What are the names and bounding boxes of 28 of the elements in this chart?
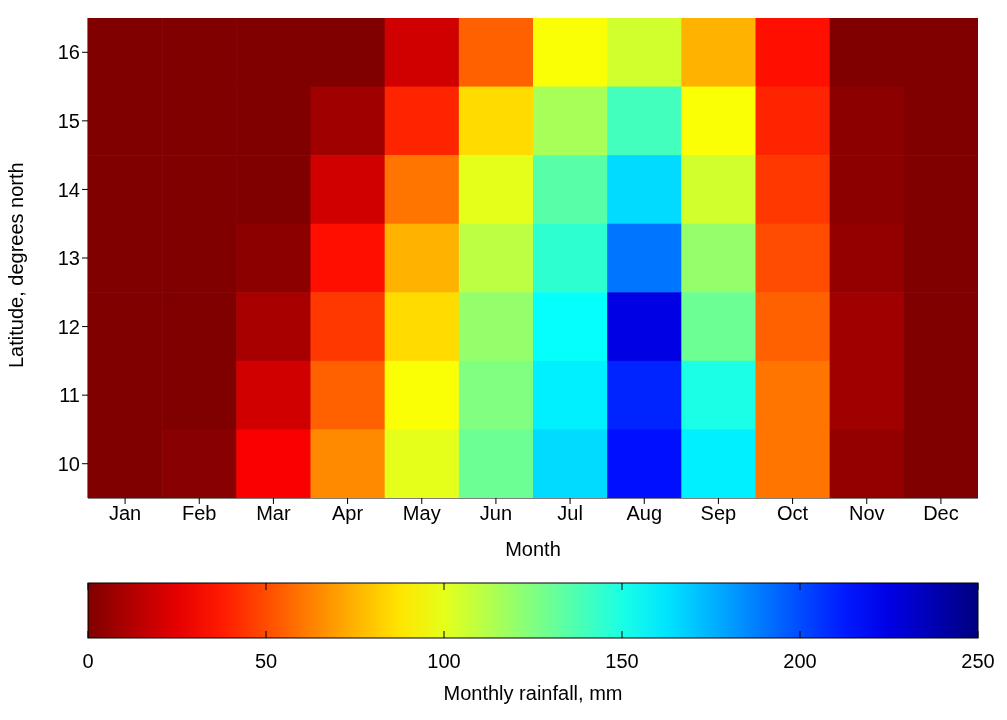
- x-tick-label: Jun: [479, 502, 513, 525]
- x-axis-title: Month: [505, 538, 561, 560]
- color-bar-label: 250: [961, 650, 995, 672]
- color-bar-label: 150: [605, 650, 639, 672]
- x-tick-label: Jan: [108, 502, 142, 525]
- x-tick-label: Sep: [700, 502, 737, 525]
- x-tick-label: Oct: [777, 502, 809, 525]
- x-tick-label: Feb: [182, 502, 217, 525]
- y-axis-title: Latitude, degrees north: [5, 162, 28, 368]
- x-tick-label: May: [402, 502, 441, 525]
- color-bar-label: 100: [427, 650, 461, 672]
- y-tick-label: 13: [57, 247, 80, 270]
- x-tick-label: Dec: [923, 502, 959, 525]
- y-tick-label: 16: [57, 41, 80, 64]
- x-tick-label: Nov: [848, 502, 885, 525]
- y-tick-label: 12: [57, 315, 80, 338]
- x-tick-label: Mar: [256, 502, 291, 525]
- color-bar-label: 0: [82, 650, 94, 672]
- x-tick-label: Jul: [557, 502, 583, 525]
- color-bar-label: 50: [254, 650, 278, 672]
- x-tick-label: Apr: [332, 502, 364, 525]
- color-bar-title: Monthly rainfall, mm: [443, 682, 623, 704]
- y-tick-label: 14: [57, 178, 80, 201]
- color-bar-label: 200: [783, 650, 817, 672]
- x-tick-label: Aug: [626, 502, 663, 525]
- y-tick-label: 15: [57, 109, 80, 132]
- y-tick-label: 11: [59, 384, 80, 407]
- y-tick-label: 10: [57, 452, 80, 475]
